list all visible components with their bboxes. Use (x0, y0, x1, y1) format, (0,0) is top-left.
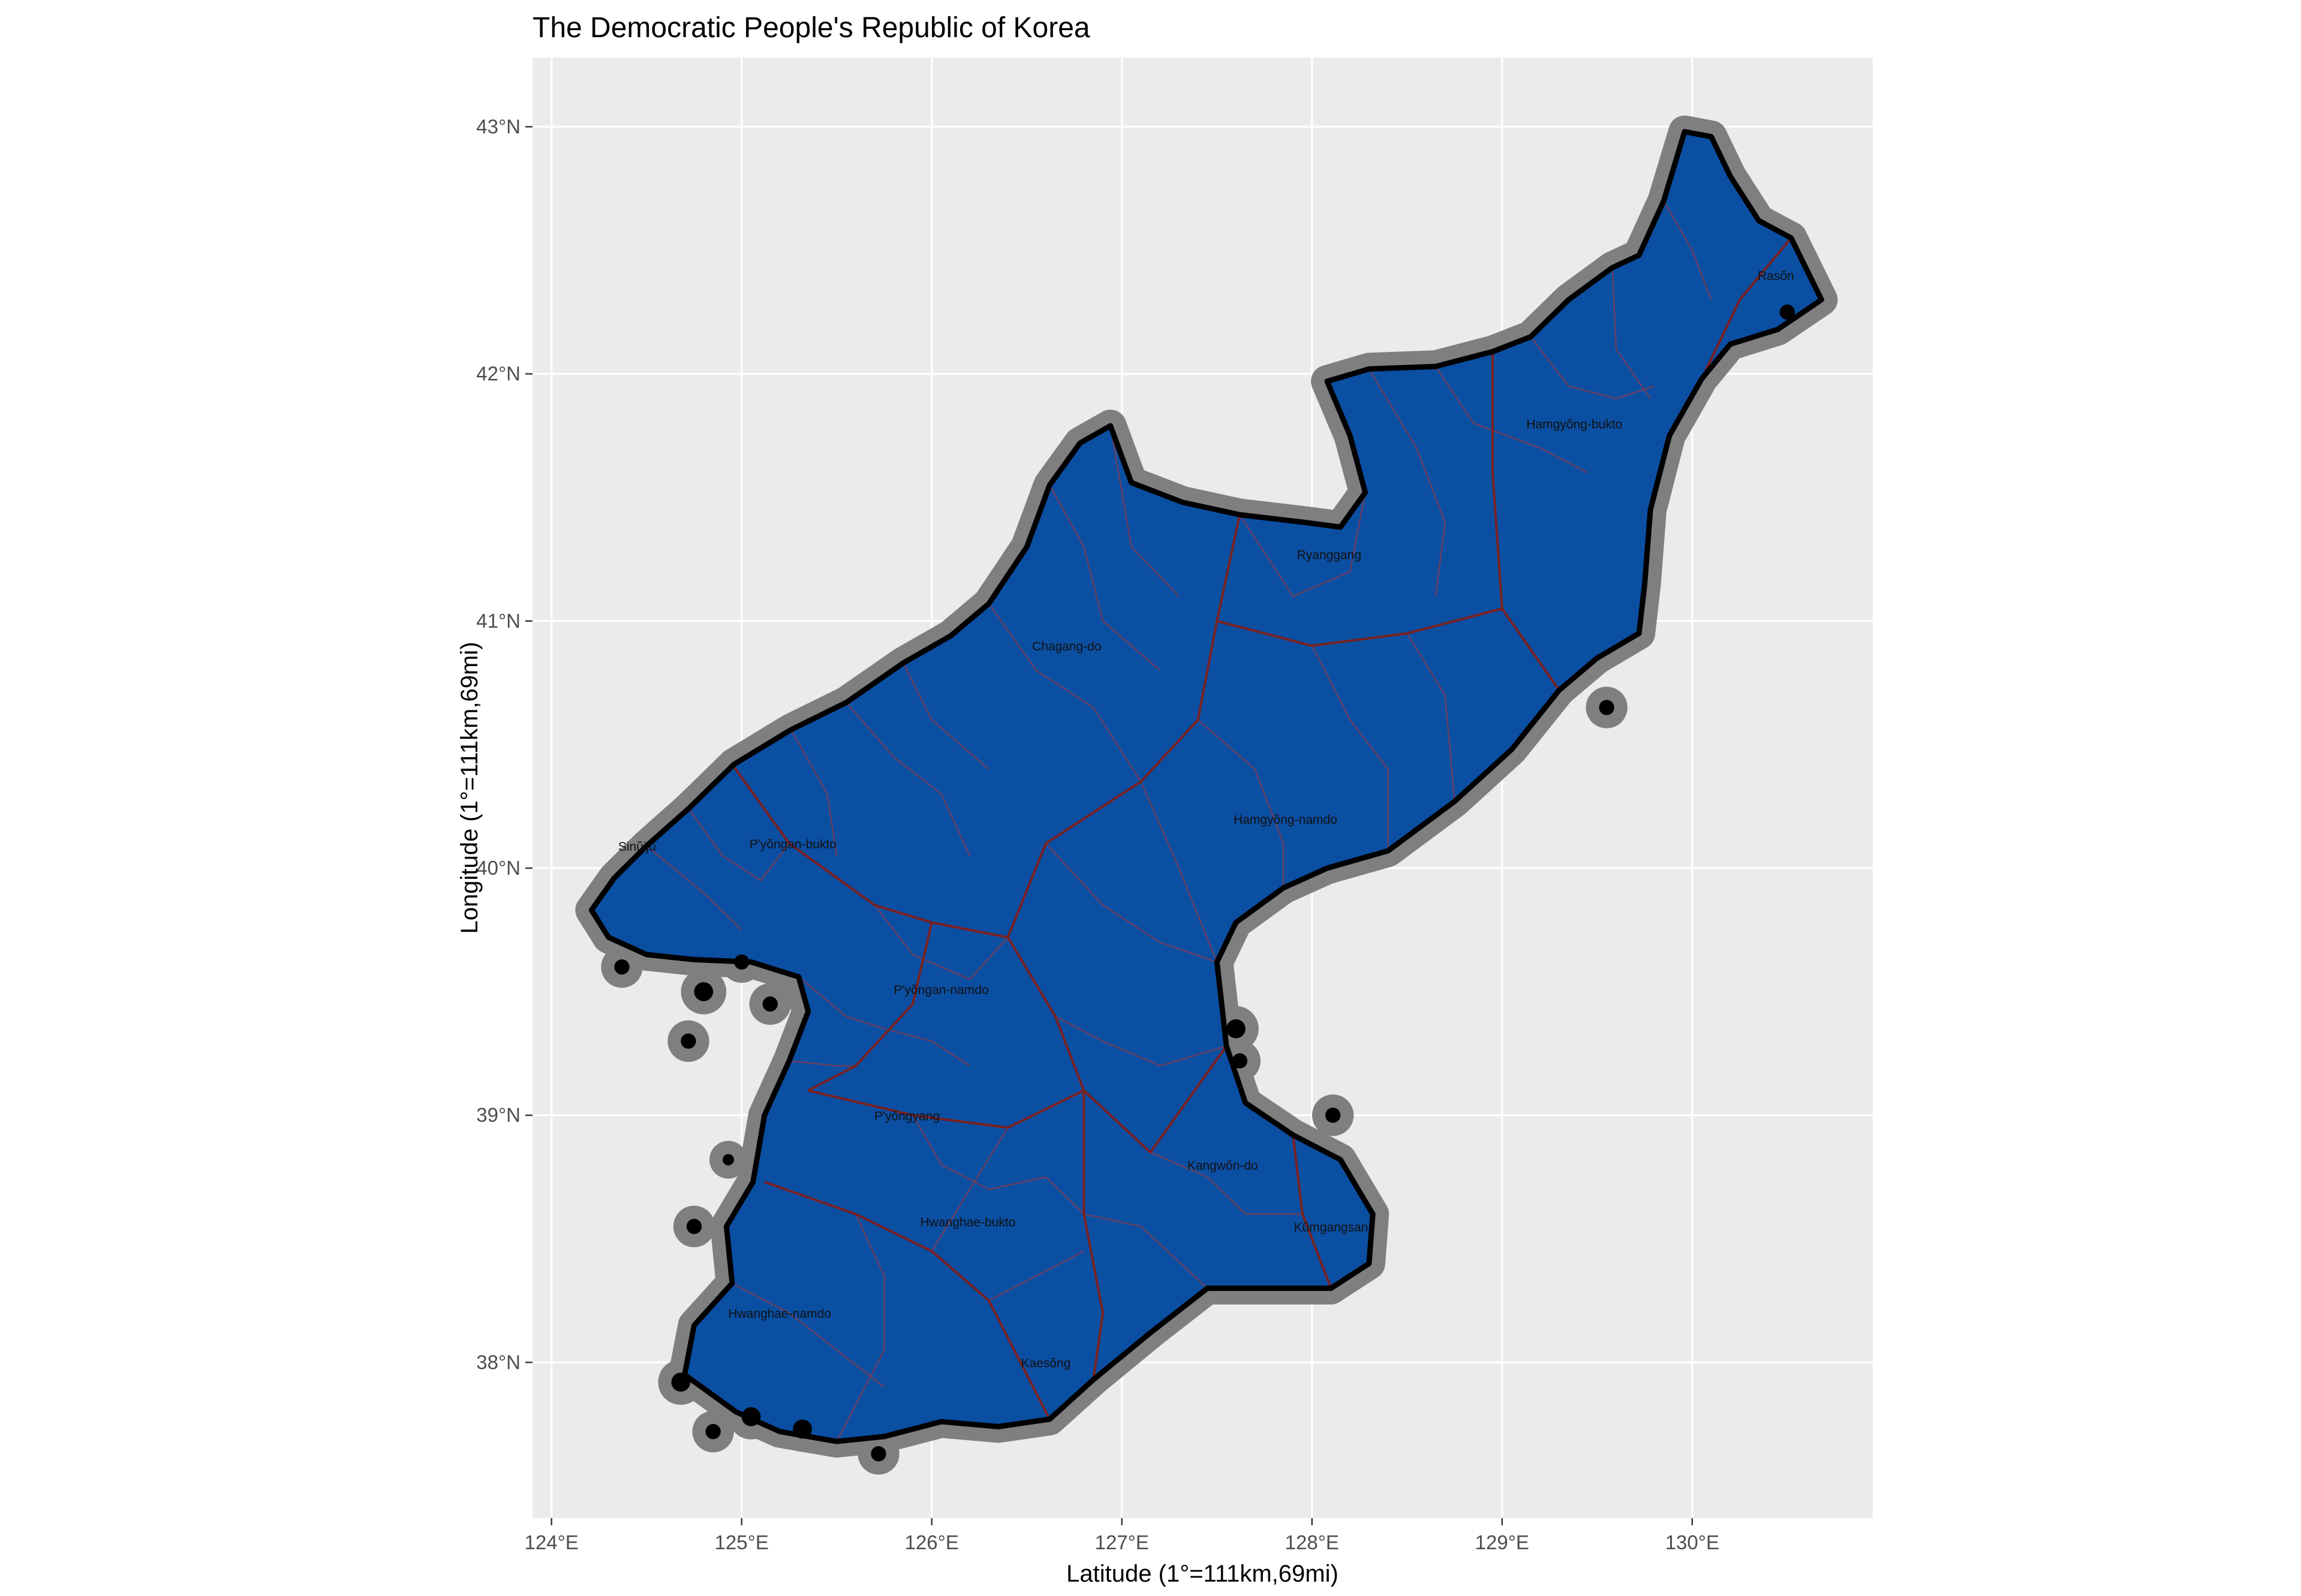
province-border (807, 922, 933, 1092)
region-label: Kŭmgangsan (1294, 1221, 1368, 1234)
island (614, 959, 630, 975)
island (871, 1446, 886, 1462)
x-tick-label: 127°E (1095, 1531, 1149, 1553)
county-border (988, 603, 1142, 782)
county-border (1197, 719, 1285, 888)
province-border (764, 1181, 1051, 1420)
y-tick-label: 41°N (476, 610, 521, 632)
county-border (1045, 842, 1217, 963)
county-border (1239, 492, 1366, 597)
island (1226, 1019, 1246, 1038)
island (686, 1218, 702, 1234)
region-label: P'yŏngyang (874, 1109, 940, 1123)
y-tick-label: 42°N (476, 363, 521, 385)
province-border (1700, 237, 1792, 380)
region-label: Kangwŏn-do (1187, 1159, 1258, 1173)
island (1232, 1053, 1247, 1069)
province-border (808, 1089, 1085, 1129)
map-title: The Democratic People's Republic of Kore… (533, 12, 1090, 44)
island (705, 1424, 721, 1440)
county-border (1406, 633, 1455, 802)
land-area (591, 131, 1822, 1442)
county-border (789, 1060, 856, 1067)
county-border (836, 1213, 885, 1442)
coast-outline (588, 129, 1824, 1444)
county-border (988, 1250, 1084, 1302)
region-label: Chagang-do (1032, 640, 1102, 654)
island (681, 1033, 696, 1049)
x-tick-label: 125°E (715, 1531, 769, 1553)
x-tick-label: 124°E (525, 1531, 579, 1553)
county-border (646, 845, 742, 931)
county-border (912, 1115, 1085, 1215)
island (762, 996, 778, 1012)
county-border (1055, 1016, 1227, 1067)
county-border (1663, 200, 1712, 300)
county-border (846, 702, 971, 856)
region-label: Hamgyŏng-namdo (1234, 813, 1337, 827)
county-border (732, 1282, 885, 1388)
coastline (588, 129, 1824, 1462)
county-border (1611, 267, 1652, 399)
county-border (1311, 645, 1389, 851)
island (723, 1154, 735, 1166)
island (734, 954, 750, 970)
x-tick-label: 126°E (905, 1531, 959, 1553)
island (1599, 700, 1614, 715)
county-border (903, 663, 989, 770)
x-axis-title: Latitude (1°=111km,69mi) (1066, 1561, 1339, 1587)
county-border (1084, 1213, 1208, 1289)
land-polygon (591, 131, 1822, 1442)
island (1325, 1107, 1341, 1123)
island (671, 1372, 691, 1392)
region-label: Sinŭiju (618, 840, 656, 854)
county-border (1109, 425, 1180, 597)
county-border (1150, 1151, 1303, 1215)
county-border (1434, 366, 1589, 474)
region-label: Hwanghae-namdo (728, 1307, 831, 1321)
region-label: Ryanggang (1297, 549, 1361, 562)
county-border (1530, 336, 1655, 399)
island (1779, 304, 1795, 320)
province-borders (731, 237, 1792, 1420)
y-axis-ticks: 38°N 39°N 40°N 41°N 42°N 43°N (476, 115, 533, 1373)
province-border (1082, 1090, 1105, 1380)
island (741, 1407, 761, 1426)
province-border (1216, 607, 1560, 691)
y-tick-label: 39°N (476, 1104, 521, 1126)
y-axis-title: Longitude (1°=111km,69mi) (456, 642, 483, 933)
x-tick-label: 128°E (1285, 1531, 1339, 1553)
region-label: Hamgyŏng-bukto (1526, 417, 1622, 431)
region-label: P'yŏngan-namdo (894, 983, 989, 997)
region-labels: Sinŭiju P'yŏngan-bukto Chagang-do Ryanggang… (618, 269, 1794, 1371)
region-label: Kaesŏng (1021, 1357, 1071, 1371)
province-border (1292, 1134, 1333, 1289)
province-border (731, 763, 1008, 939)
county-border (688, 808, 790, 881)
county-border (1049, 484, 1160, 671)
x-axis-ticks: 124°E 125°E 126°E 127°E 128°E 129°E 130°E (525, 1518, 1719, 1553)
y-tick-label: 38°N (476, 1351, 521, 1373)
county-border (874, 905, 1009, 980)
county-borders (646, 200, 1712, 1442)
county-border (1368, 368, 1446, 597)
island (694, 982, 714, 1001)
region-label: Rasŏn (1758, 269, 1794, 283)
region-label: Hwanghae-bukto (921, 1216, 1016, 1230)
island (793, 1419, 813, 1439)
county-border (798, 976, 970, 1067)
x-tick-label: 130°E (1665, 1531, 1719, 1553)
county-border (1140, 781, 1218, 963)
county-border (790, 729, 838, 856)
province-border (1006, 514, 1241, 938)
province-border (1491, 351, 1503, 609)
y-tick-label: 43°N (476, 115, 521, 137)
x-tick-label: 129°E (1475, 1531, 1529, 1553)
region-label: P'yŏngan-bukto (750, 838, 837, 851)
y-tick-label: 40°N (476, 857, 521, 879)
county-border (931, 1127, 1009, 1252)
